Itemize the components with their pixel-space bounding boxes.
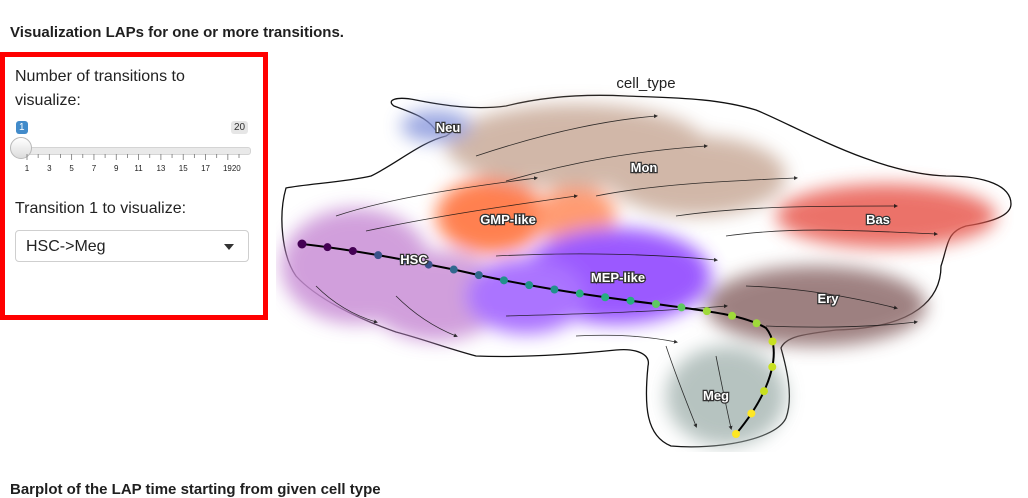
lap-point: [752, 319, 761, 328]
slider-max-badge: 20: [231, 121, 249, 134]
cell-type-label: HSC: [400, 252, 428, 267]
lap-point: [525, 281, 534, 290]
slider-tick-label: 1: [25, 164, 30, 173]
slider-handle[interactable]: [10, 137, 32, 159]
cell-type-label: Mon: [631, 160, 658, 175]
transition-select[interactable]: HSC->Meg: [15, 230, 249, 262]
slider-tick-label: 15: [179, 164, 188, 173]
section-title: Visualization LAPs for one or more trans…: [10, 24, 344, 41]
slider-tick-label: 1920: [223, 164, 241, 173]
lap-point: [626, 296, 635, 305]
cell-type-label: Meg: [703, 388, 729, 403]
lap-point: [449, 265, 458, 274]
lap-point: [374, 251, 383, 260]
cell-type-label: Neu: [436, 120, 461, 135]
controls-panel: Number of transitions to visualize: 1 20…: [0, 52, 268, 320]
lap-point: [474, 271, 483, 280]
lap-point: [399, 255, 408, 264]
lap-point: [550, 285, 559, 294]
lap-point: [499, 276, 508, 285]
transition-select-value: HSC->Meg: [26, 238, 106, 255]
lap-point: [768, 337, 777, 346]
lap-point: [323, 243, 332, 252]
lap-point: [702, 307, 711, 316]
lap-point: [652, 300, 661, 309]
slider-tick-label: 7: [92, 164, 97, 173]
lap-point: [747, 409, 756, 418]
lap-points: [297, 239, 777, 438]
lap-point: [575, 289, 584, 298]
slider-value-badge: 1: [16, 121, 28, 134]
slider-tick-label: 3: [47, 164, 52, 173]
lap-streamline-plot: cell_type: [276, 66, 1014, 452]
transition-select-label: Transition 1 to visualize:: [15, 200, 187, 217]
slider-tick-label: 9: [114, 164, 119, 173]
slider-tick-label: 11: [134, 164, 143, 173]
slider-tick-label: 13: [156, 164, 165, 173]
cell-type-label: MEP-like: [591, 270, 645, 285]
slider-tick-label: 17: [201, 164, 210, 173]
lap-point: [732, 430, 740, 438]
barplot-section-title: Barplot of the LAP time starting from gi…: [10, 481, 381, 498]
slider-tick-label: 5: [69, 164, 74, 173]
lap-point: [348, 246, 357, 255]
lap-point: [728, 311, 737, 320]
velocity-streamlines: [315, 114, 938, 430]
cell-type-label: GMP-like: [480, 212, 536, 227]
lap-point: [759, 387, 768, 396]
slider-ticks: 1 3 5 7 9 11 13 15 17 1920: [25, 154, 241, 173]
chevron-down-icon: [224, 244, 234, 250]
plot-title: cell_type: [616, 75, 675, 92]
lap-point: [677, 303, 686, 312]
lap-point: [297, 239, 307, 249]
lap-point: [601, 293, 610, 302]
lap-point: [768, 362, 777, 371]
transition-count-label: Number of transitions to visualize:: [15, 68, 185, 109]
cell-type-label: Bas: [866, 212, 890, 227]
lap-point: [424, 260, 433, 269]
cell-type-label: Ery: [818, 291, 840, 306]
embedding-plot: cell_type: [281, 75, 1012, 448]
